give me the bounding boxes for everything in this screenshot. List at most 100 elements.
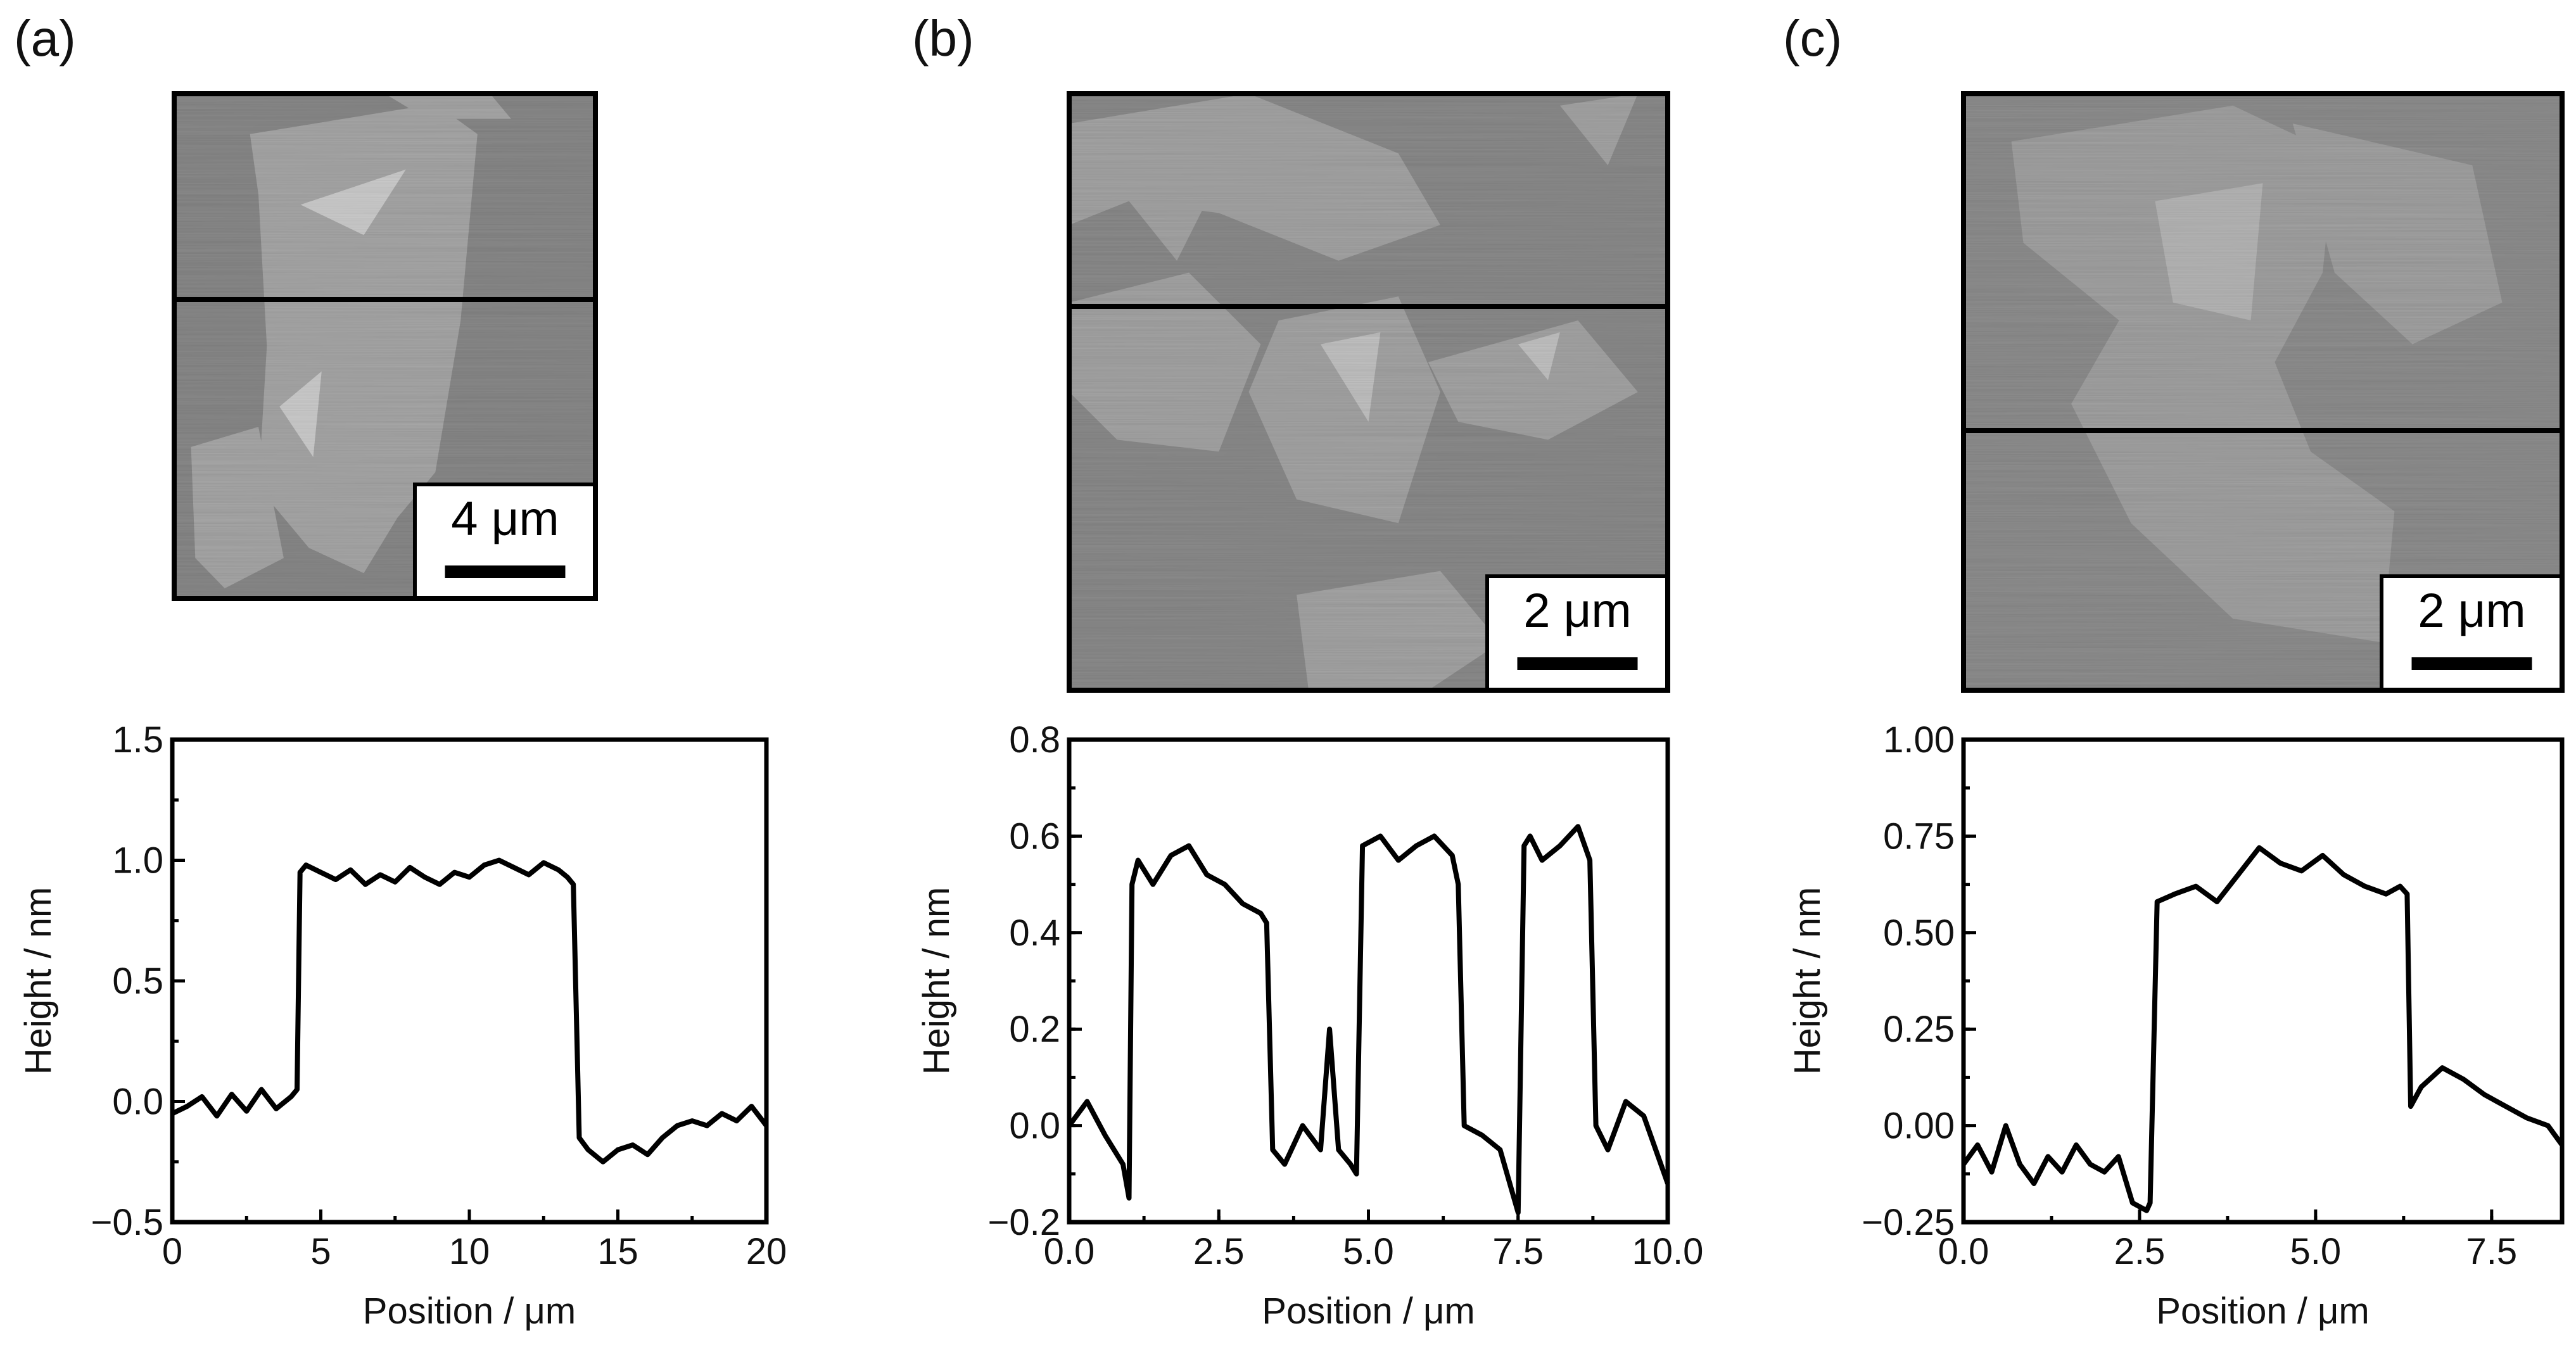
data-point [363, 882, 367, 887]
x-tick-label: 10 [449, 1231, 490, 1272]
x-tick-label: 5.0 [2290, 1231, 2342, 1272]
data-point [1594, 1123, 1598, 1128]
x-tick-label: 5 [310, 1231, 331, 1272]
y-tick-label: 0.25 [1883, 1009, 1955, 1050]
y-tick-label: 0.0 [1009, 1106, 1060, 1147]
data-point [244, 1109, 249, 1113]
y-tick-label: −0.2 [988, 1202, 1061, 1243]
y-tick-label: 0.8 [1009, 719, 1060, 761]
data-point [497, 858, 501, 862]
data-point [2130, 1201, 2135, 1205]
data-point [1976, 1143, 1980, 1147]
data-point [1480, 1133, 1485, 1137]
data-point [1103, 1133, 1107, 1137]
data-point [1522, 843, 1526, 848]
x-tick-label: 10.0 [1632, 1231, 1704, 1272]
data-point [690, 1119, 694, 1123]
scale-bar-label: 2 μm [1523, 584, 1631, 638]
data-point [2278, 861, 2283, 866]
height-profile-chart: 0 5 10 15 20 −0.5 0.0 0.5 1.0 1.5 Position / μm Hei… [18, 719, 787, 1332]
data-point [319, 870, 323, 875]
data-point [2102, 1170, 2107, 1174]
data-point [616, 1147, 620, 1152]
afm-image: 2 μm [1067, 91, 1670, 693]
y-tick-label: 0.75 [1883, 816, 1955, 857]
data-point [2321, 853, 2325, 857]
data-point [1528, 834, 1532, 838]
data-point [1222, 882, 1227, 887]
y-tick-label: 1.0 [112, 840, 163, 881]
data-point [1606, 1147, 1610, 1152]
plot-frame [1961, 737, 2565, 1225]
data-point [1456, 882, 1461, 887]
data-point [1336, 1147, 1341, 1152]
data-point [720, 1111, 724, 1116]
data-point [601, 1159, 605, 1164]
data-point [1348, 1162, 1353, 1166]
data-point [2148, 1201, 2152, 1205]
data-point [675, 1123, 680, 1128]
data-point [1378, 834, 1383, 838]
plot-frame [1067, 737, 1670, 1225]
data-point [2409, 1104, 2413, 1109]
data-point [2482, 1092, 2487, 1097]
data-point [1127, 1196, 1131, 1200]
data-point [482, 863, 486, 868]
panel-c: (c) 2 μm 0.0 2.5 5.0 7.5 −0.25 0.00 0.25 0.50 0.75… [1783, 10, 2565, 1332]
data-point [2398, 884, 2402, 888]
data-point [229, 1092, 234, 1097]
data-point [393, 880, 397, 884]
plot-frame [170, 737, 769, 1225]
x-tick-label: 15 [597, 1231, 638, 1272]
data-point [2116, 1154, 2121, 1159]
data-point [577, 1135, 581, 1140]
scale-bar-box [2380, 574, 2564, 692]
y-axis-label: Height / nm [916, 887, 957, 1075]
data-point [2046, 1154, 2050, 1159]
y-tick-label: 0.6 [1009, 816, 1060, 857]
data-point [705, 1123, 709, 1128]
data-point [2074, 1143, 2078, 1147]
x-axis-label: Position / μm [1262, 1291, 1475, 1332]
afm-image-frame [1067, 91, 1670, 693]
data-point [2419, 1085, 2423, 1089]
height-profile-line [1961, 845, 2565, 1213]
data-point [1283, 1162, 1287, 1166]
y-tick-label: 0.5 [112, 961, 163, 1002]
data-point [1588, 858, 1592, 862]
data-point [571, 882, 576, 887]
data-point [1187, 843, 1191, 848]
panel-label: (c) [1783, 10, 1842, 66]
data-point [2342, 873, 2346, 877]
data-point [2461, 1077, 2466, 1082]
data-point [586, 1147, 590, 1152]
data-point [2193, 884, 2198, 888]
data-point [735, 1119, 739, 1123]
data-point [185, 1104, 189, 1109]
data-point [2525, 1116, 2529, 1120]
data-point [1396, 858, 1400, 862]
data-point [2088, 1162, 2093, 1166]
data-point [2003, 1123, 2008, 1128]
data-point [1354, 1171, 1359, 1176]
data-point [1259, 911, 1263, 916]
afm-image-frame [1961, 91, 2565, 693]
data-point [408, 865, 412, 869]
data-point [2032, 1182, 2036, 1185]
x-tick-label: 5.0 [1343, 1231, 1394, 1272]
data-point [378, 873, 383, 877]
data-point [334, 878, 338, 881]
scale-bar-label: 2 μm [2418, 584, 2525, 638]
data-point [1432, 834, 1437, 838]
data-point [1169, 853, 1173, 857]
scale-bar [2411, 657, 2532, 670]
data-point [1318, 1147, 1323, 1152]
data-point [2060, 1170, 2064, 1174]
x-tick-label: 2.5 [1193, 1231, 1245, 1272]
data-point [565, 875, 569, 880]
data-point [274, 1106, 279, 1111]
height-profile-line [171, 857, 769, 1165]
height-profile-chart: 0.0 2.5 5.0 7.5 −0.25 0.00 0.25 0.50 0.75 1.00 Pos… [1787, 719, 2565, 1332]
x-tick-label: 20 [746, 1231, 787, 1272]
height-profile-line [1067, 824, 1670, 1215]
